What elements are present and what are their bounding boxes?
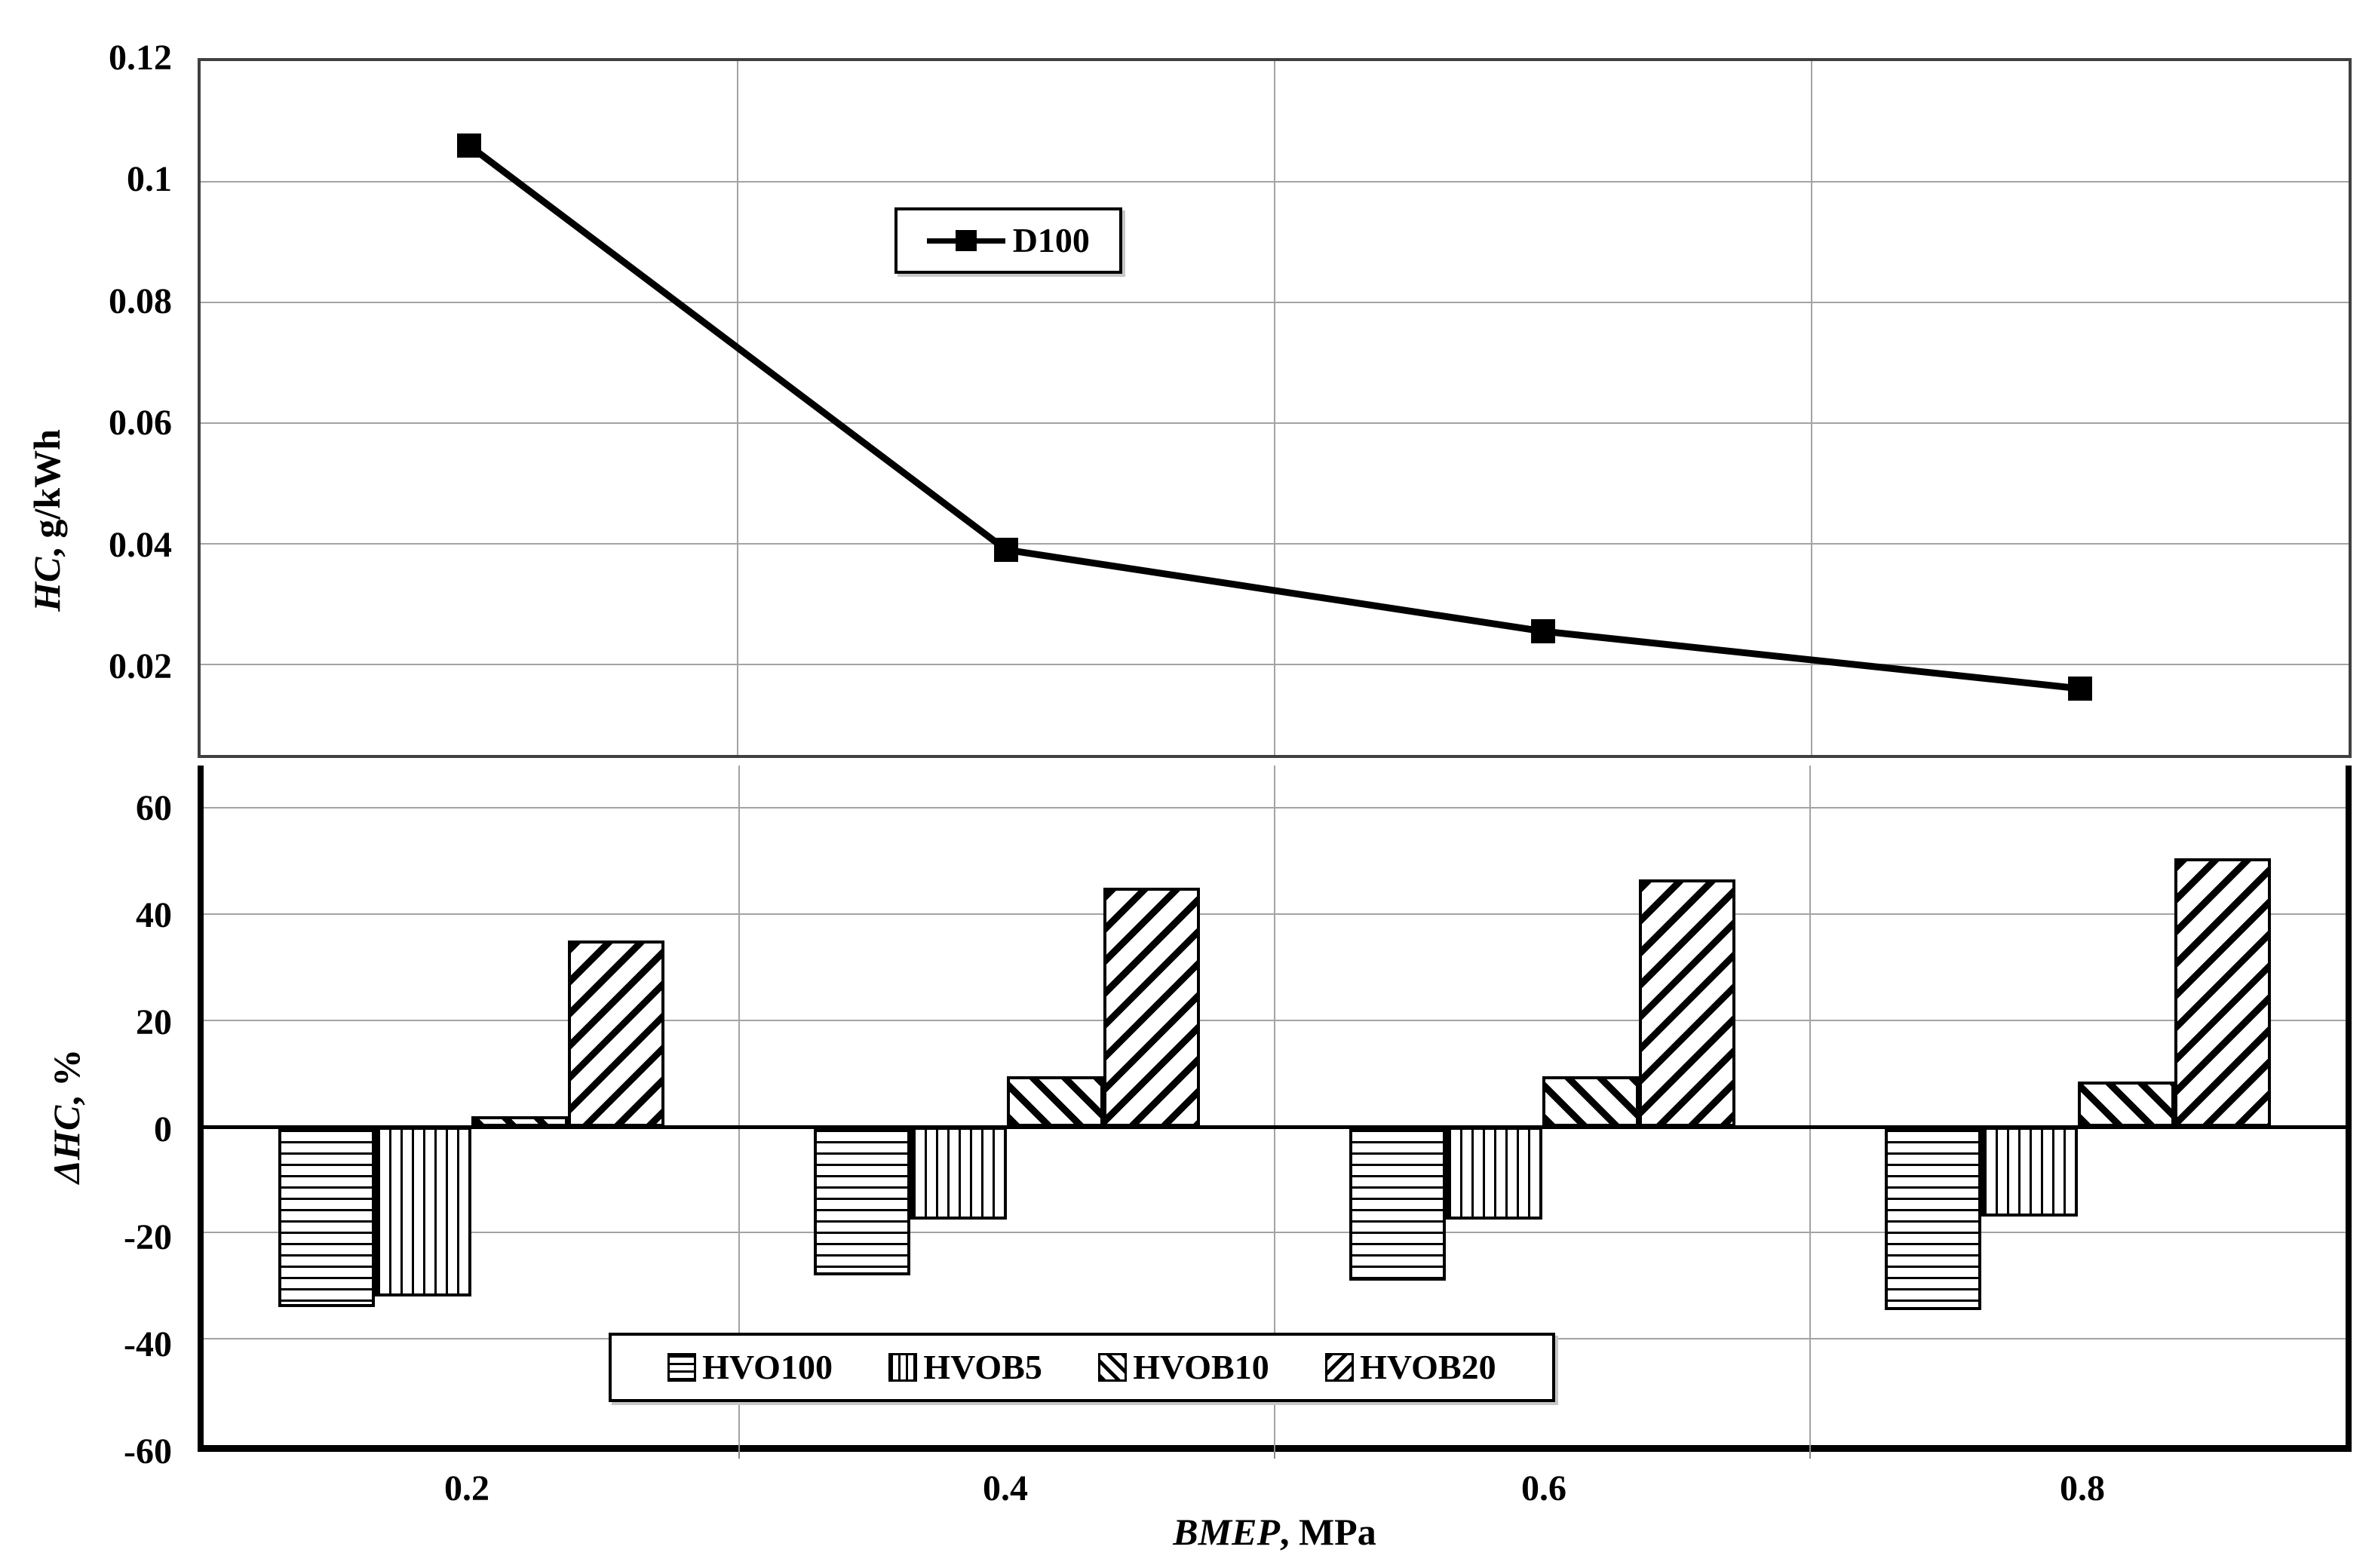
y-tick-label-bottom: 60 <box>136 787 172 828</box>
gridline-vertical <box>1274 766 1275 1445</box>
y-tick-label-bottom: 20 <box>136 1002 172 1043</box>
bar-hvob20-0.4 <box>1103 887 1200 1127</box>
bar-hvo100-0.4 <box>814 1126 911 1275</box>
bar-hvob10-0.6 <box>1542 1076 1639 1127</box>
legend-label-hvob10: HVOB10 <box>1133 1348 1269 1387</box>
bar-chart-panel: HVO100 HVOB5 HVOB10 HVOB20 <box>198 766 2352 1459</box>
legend-item-hvob5: HVOB5 <box>888 1350 1042 1385</box>
bar-hvob5-0.4 <box>910 1126 1007 1220</box>
gridline-vertical <box>1809 766 1811 1445</box>
legend-d100: D100 <box>894 207 1122 274</box>
x-axis-tick-mark <box>738 1445 740 1459</box>
y-tick-label-bottom: 40 <box>136 895 172 936</box>
bar-hvob10-0.2 <box>471 1115 568 1127</box>
y-tick-label-top: 0.04 <box>109 524 172 565</box>
y-tick-label-top: 0.06 <box>109 403 172 443</box>
legend-item-hvob20: HVOB20 <box>1325 1350 1496 1385</box>
y-axis-title-bottom-unit: , % <box>45 1048 87 1106</box>
zero-axis-line <box>204 1125 2346 1129</box>
d100-line-marker-icon <box>926 229 1005 252</box>
gridline-vertical <box>737 61 738 755</box>
gridline-vertical <box>738 766 740 1445</box>
y-tick-label-top: 0.08 <box>109 281 172 321</box>
y-tick-label-top: 0.12 <box>109 38 172 78</box>
x-axis-tick-mark <box>1274 1445 1275 1459</box>
bar-hvob10-0.4 <box>1007 1076 1103 1127</box>
y-tick-label-bottom: 0 <box>154 1109 172 1150</box>
gridline-vertical <box>1274 61 1275 755</box>
x-axis-title-italic: BMEP <box>1173 1511 1280 1553</box>
x-tick-label: 0.6 <box>1521 1468 1566 1508</box>
y-tick-label-top: 0.02 <box>109 646 172 686</box>
gridline-vertical <box>1811 61 1812 755</box>
hvob5-hatch-icon <box>888 1353 918 1382</box>
bar-hvob20-0.8 <box>2174 858 2271 1127</box>
bar-hvo100-0.6 <box>1349 1126 1447 1281</box>
d100-line-series <box>457 133 2092 701</box>
hvob10-hatch-icon <box>1098 1353 1128 1382</box>
line-chart-panel: D100 <box>198 58 2352 758</box>
bar-hvob5-0.2 <box>375 1126 471 1296</box>
y-tick-label-bottom: -60 <box>124 1431 172 1471</box>
bar-hvob10-0.8 <box>2078 1081 2174 1127</box>
x-axis-tick-mark <box>1809 1445 1811 1459</box>
d100-line <box>467 143 2081 692</box>
x-axis-title: BMEP, MPa <box>1173 1510 1376 1554</box>
y-tick-label-top: 0.1 <box>127 159 172 200</box>
d100-marker-point <box>994 538 1018 562</box>
x-tick-label: 0.4 <box>983 1468 1028 1508</box>
y-axis-title-top: HC, g/kWh <box>25 429 69 612</box>
hvo100-hatch-icon <box>667 1353 697 1382</box>
legend-label-hvob20: HVOB20 <box>1360 1348 1496 1387</box>
legend-label-hvob5: HVOB5 <box>923 1348 1042 1387</box>
x-axis-title-unit: , MPa <box>1279 1511 1376 1553</box>
y-tick-label-bottom: -20 <box>124 1217 172 1257</box>
bar-hvo100-0.8 <box>1885 1126 1982 1310</box>
bar-hvob20-0.2 <box>567 940 664 1127</box>
y-tick-label-bottom: -40 <box>124 1324 172 1364</box>
d100-marker-point <box>1531 619 1555 643</box>
legend-label-hvo100: HVO100 <box>702 1348 833 1387</box>
y-axis-title-top-italic: HC <box>26 557 68 612</box>
hvob20-hatch-icon <box>1325 1353 1355 1382</box>
bar-hvob5-0.6 <box>1446 1126 1542 1220</box>
legend-fuel-blends: HVO100 HVOB5 HVOB10 HVOB20 <box>608 1333 1556 1403</box>
d100-marker-point <box>457 133 481 158</box>
bar-hvob20-0.6 <box>1638 879 1735 1127</box>
legend-d100-label: D100 <box>1012 220 1090 259</box>
x-tick-label: 0.8 <box>2060 1468 2105 1508</box>
legend-item-hvo100: HVO100 <box>667 1350 833 1385</box>
legend-item-hvob10: HVOB10 <box>1098 1350 1269 1385</box>
bar-hvob5-0.8 <box>1981 1126 2078 1217</box>
d100-marker-point <box>2068 677 2092 701</box>
bar-hvo100-0.2 <box>278 1126 376 1307</box>
x-tick-label: 0.2 <box>444 1468 489 1508</box>
